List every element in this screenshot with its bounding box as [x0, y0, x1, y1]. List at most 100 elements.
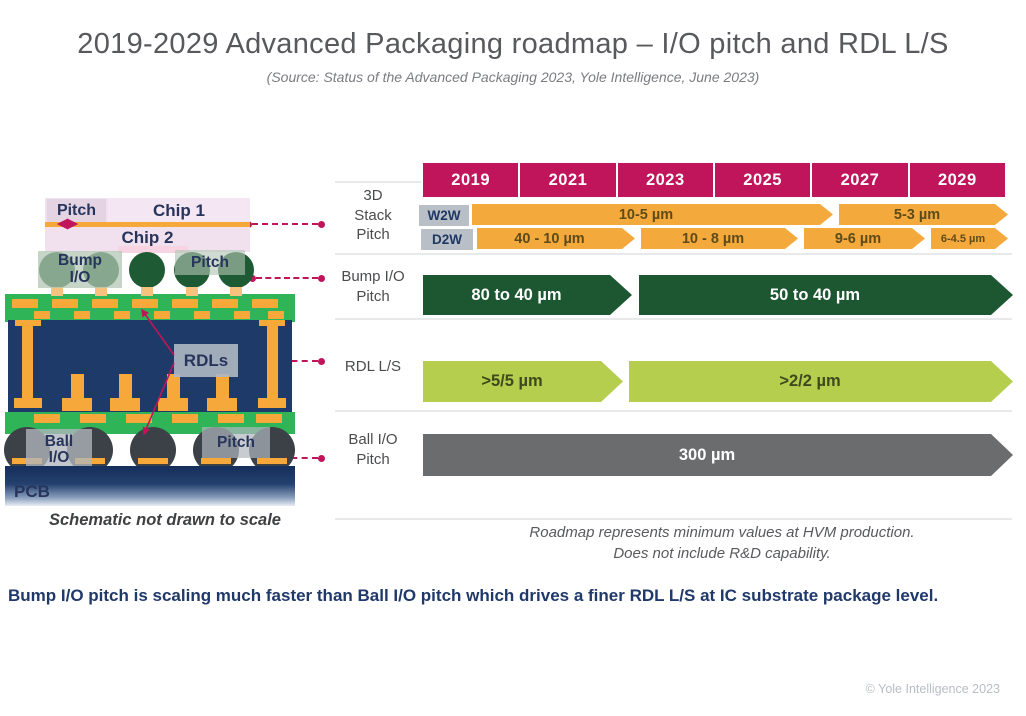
schematic-caption: Schematic not drawn to scale: [49, 511, 281, 529]
connector-dot: [318, 220, 325, 228]
copper-trace: [259, 320, 285, 326]
roadmap-arrow-bump-io-pitch-1: 50 to 40 µm: [639, 275, 1013, 315]
row-label-1: Bump I/O Pitch: [341, 268, 405, 305]
roadmap-arrow-3d-stack-d2w-2: 9-6 µm: [804, 228, 925, 249]
roadmap-arrow-3d-stack-w2w-0: 10-5 µm: [472, 204, 833, 225]
copper-trace: [252, 299, 278, 308]
rdls-label: RDLs: [174, 344, 238, 377]
copper-trace: [34, 311, 50, 319]
ball-io-label: Ball I/O: [26, 429, 92, 471]
copper-trace: [267, 326, 278, 404]
year-2029: 2029: [909, 163, 1005, 197]
year-2021: 2021: [520, 163, 618, 197]
roadmap-footnote-line1: Roadmap represents minimum values at HVM…: [529, 524, 915, 541]
bump-pitch-label: Pitch: [175, 250, 245, 275]
key-takeaway: Bump I/O pitch is scaling much faster th…: [8, 586, 939, 605]
chip1-label: Chip 1: [153, 201, 205, 220]
chip-interface-line: [45, 222, 250, 227]
connector-1: [249, 274, 325, 282]
copper-trace: [114, 311, 130, 319]
copper-via-cap: [207, 398, 237, 411]
roadmap-arrow-3d-stack-d2w-3: 6-4.5 µm: [931, 228, 1008, 249]
roadmap-arrow-rdl-ls-0: >5/5 µm: [423, 361, 623, 402]
row-separator: [335, 253, 1012, 255]
roadmap-arrow-bump-io-pitch-0: 80 to 40 µm: [423, 275, 632, 315]
copper-trace: [172, 299, 198, 308]
roadmap-arrow-3d-stack-w2w-1: 5-3 µm: [839, 204, 1008, 225]
copper-trace: [172, 414, 198, 423]
connector-dot: [249, 274, 256, 282]
copper-trace: [268, 311, 284, 319]
roadmap-arrow-rdl-ls-1: >2/2 µm: [629, 361, 1013, 402]
bump-stub: [141, 287, 153, 296]
copper-via-stem: [71, 374, 84, 400]
year-2023: 2023: [617, 163, 715, 197]
pcb-label: PCB: [14, 482, 50, 501]
copper-trace: [74, 311, 90, 319]
substrate-core: [8, 320, 292, 412]
connector-dot: [318, 274, 325, 282]
row-label-2: RDL L/S: [344, 358, 402, 375]
row-separator: [335, 410, 1012, 412]
year-2019: 2019: [423, 163, 521, 197]
copper-trace: [14, 398, 42, 408]
page-subtitle: (Source: Status of the Advanced Packagin…: [266, 69, 760, 85]
copper-trace: [212, 299, 238, 308]
chip-pitch-label: Pitch: [47, 199, 106, 222]
page-title: 2019-2029 Advanced Packaging roadmap – I…: [77, 28, 949, 60]
roadmap-arrow-3d-stack-d2w-0: 40 - 10 µm: [477, 228, 635, 249]
connector-dot: [318, 357, 325, 365]
copper-via-cap: [158, 398, 188, 411]
copper-trace: [22, 326, 33, 404]
year-2027: 2027: [812, 163, 910, 197]
roadmap-footnote-line2: Does not include R&D capability.: [613, 545, 831, 562]
copper-trace: [15, 320, 41, 326]
roadmap-arrow-ball-io-pitch-0: 300 µm: [423, 434, 1013, 476]
row-label-3: Ball I/O Pitch: [348, 431, 398, 468]
chip2-underband: [118, 246, 188, 253]
row-separator: [335, 518, 1012, 520]
ball-pitch-label: Pitch: [202, 427, 270, 458]
bump-stub: [51, 287, 63, 296]
connector-0: [245, 220, 325, 228]
connector-dot: [318, 454, 325, 462]
copper-trace: [258, 398, 286, 408]
chip1-strip: [108, 198, 250, 223]
row-separator: [335, 318, 1012, 320]
copper-via-cap: [62, 398, 92, 411]
copper-trace: [126, 414, 152, 423]
copper-trace: [80, 414, 106, 423]
copper-via-stem: [119, 374, 132, 400]
solder-ball: [130, 427, 176, 473]
roadmap-footnote: Roadmap represents minimum values at HVM…: [433, 522, 1011, 564]
lane-tag-d2w: D2W: [421, 229, 473, 250]
ball-pad: [257, 458, 287, 464]
copper-trace: [12, 299, 38, 308]
ball-pad: [138, 458, 168, 464]
row-label-0: 3D Stack Pitch: [354, 187, 392, 243]
copper-trace: [154, 311, 170, 319]
copper-via-stem: [167, 374, 180, 400]
pcb-bar: [5, 466, 295, 506]
copper-trace: [194, 311, 210, 319]
bump-io-label: Bump I/O: [38, 251, 122, 288]
bump-stub: [95, 287, 107, 296]
bump-stub: [230, 287, 242, 296]
row-separator: [335, 181, 421, 183]
copper-trace: [34, 414, 60, 423]
copper-trace: [234, 311, 250, 319]
roadmap-arrow-3d-stack-d2w-1: 10 - 8 µm: [641, 228, 798, 249]
copper-trace: [218, 414, 244, 423]
copyright: © Yole Intelligence 2023: [865, 682, 1000, 696]
copper-trace: [92, 299, 118, 308]
copper-trace: [256, 414, 282, 423]
chip2-label: Chip 2: [121, 228, 174, 247]
bump: [129, 252, 165, 288]
copper-via-cap: [110, 398, 140, 411]
bump-stub: [186, 287, 198, 296]
lane-tag-w2w: W2W: [419, 205, 469, 226]
year-header-bar: 2019 2021 2023 2025 2027 2029: [423, 163, 1005, 197]
copper-trace: [132, 299, 158, 308]
copper-via-stem: [216, 374, 229, 400]
